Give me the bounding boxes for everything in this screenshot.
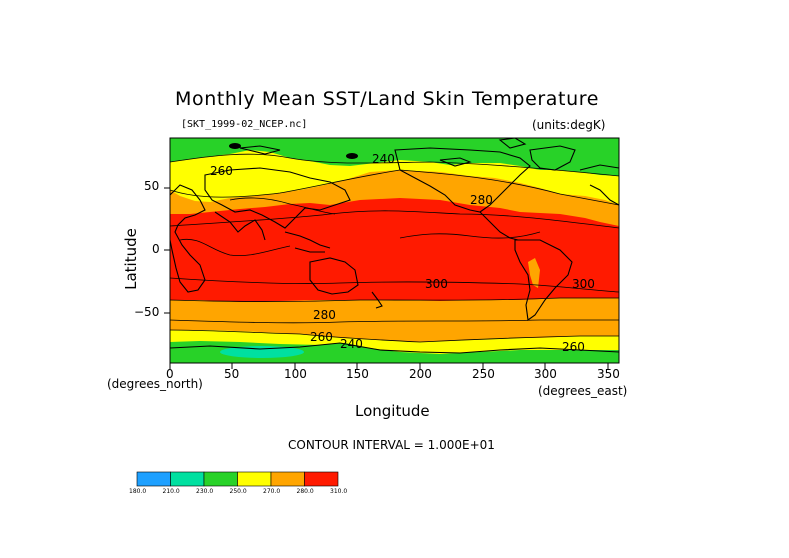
colorbar-tick-label: 180.0 <box>129 488 147 495</box>
colorbar-tick-label: 250.0 <box>229 488 247 495</box>
band-south-green <box>170 341 619 363</box>
contour-label: 280 <box>313 308 336 322</box>
x-tick-label: 150 <box>346 367 369 381</box>
x-tick-label: 300 <box>534 367 557 381</box>
y-tick-label: 50 <box>144 179 160 193</box>
contour-label: 260 <box>310 330 333 344</box>
colorbar-tick-label: 210.0 <box>162 488 180 495</box>
contour-interval-label: CONTOUR INTERVAL = 1.000E+01 <box>288 438 495 452</box>
axis-ticks <box>164 187 609 369</box>
x-tick-label: 50 <box>224 367 240 381</box>
chart-title: Monthly Mean SST/Land Skin Temperature <box>175 88 599 110</box>
cold-spot-antarctic <box>220 346 304 358</box>
y-axis-label: Latitude <box>121 228 140 290</box>
contour-label: 300 <box>572 277 595 291</box>
andes-anomaly <box>528 258 540 288</box>
contour-label: 260 <box>562 340 585 354</box>
colorbar-swatch <box>270 471 305 487</box>
colorbar-swatch <box>170 471 205 487</box>
units-label: (units:degK) <box>532 118 606 132</box>
contour-label: 240 <box>372 152 395 166</box>
x-tick-label: 350 <box>597 367 620 381</box>
x-tick-label: 0 <box>166 367 174 381</box>
map-fill <box>170 138 619 363</box>
coastlines <box>170 138 619 354</box>
contour-label: 240 <box>340 337 363 351</box>
colorbar-tick-label: 270.0 <box>263 488 281 495</box>
colorbar-tick-label: 280.0 <box>296 488 314 495</box>
colorbar-tick-label: 230.0 <box>196 488 214 495</box>
x-axis-label: Longitude <box>355 402 430 420</box>
y-units-label: (degrees_north) <box>107 377 203 391</box>
contour-label: 300 <box>425 277 448 291</box>
colorbar-tick-label: 310.0 <box>330 488 348 495</box>
colorbar-swatch <box>136 471 171 487</box>
arctic-island-black <box>229 143 241 149</box>
y-tick-label: 0 <box>152 242 160 256</box>
colorbar-swatch <box>237 471 272 487</box>
x-tick-label: 100 <box>284 367 307 381</box>
file-label: [SKT_1999-02_NCEP.nc] <box>181 119 308 130</box>
arctic-island-black <box>346 153 358 159</box>
x-units-label: (degrees_east) <box>538 384 628 398</box>
contour-lines <box>170 153 619 343</box>
contour-label: 260 <box>210 164 233 178</box>
y-tick-label: −50 <box>134 305 160 319</box>
colorbar-swatch <box>304 471 339 487</box>
colorbar-swatch <box>203 471 238 487</box>
x-tick-label: 200 <box>409 367 432 381</box>
x-tick-label: 250 <box>472 367 495 381</box>
contour-label: 280 <box>470 193 493 207</box>
band-north-green <box>170 138 619 176</box>
contour-label-group: 260 240 280 300 300 280 260 240 260 <box>210 152 595 354</box>
colorbar <box>136 471 339 487</box>
